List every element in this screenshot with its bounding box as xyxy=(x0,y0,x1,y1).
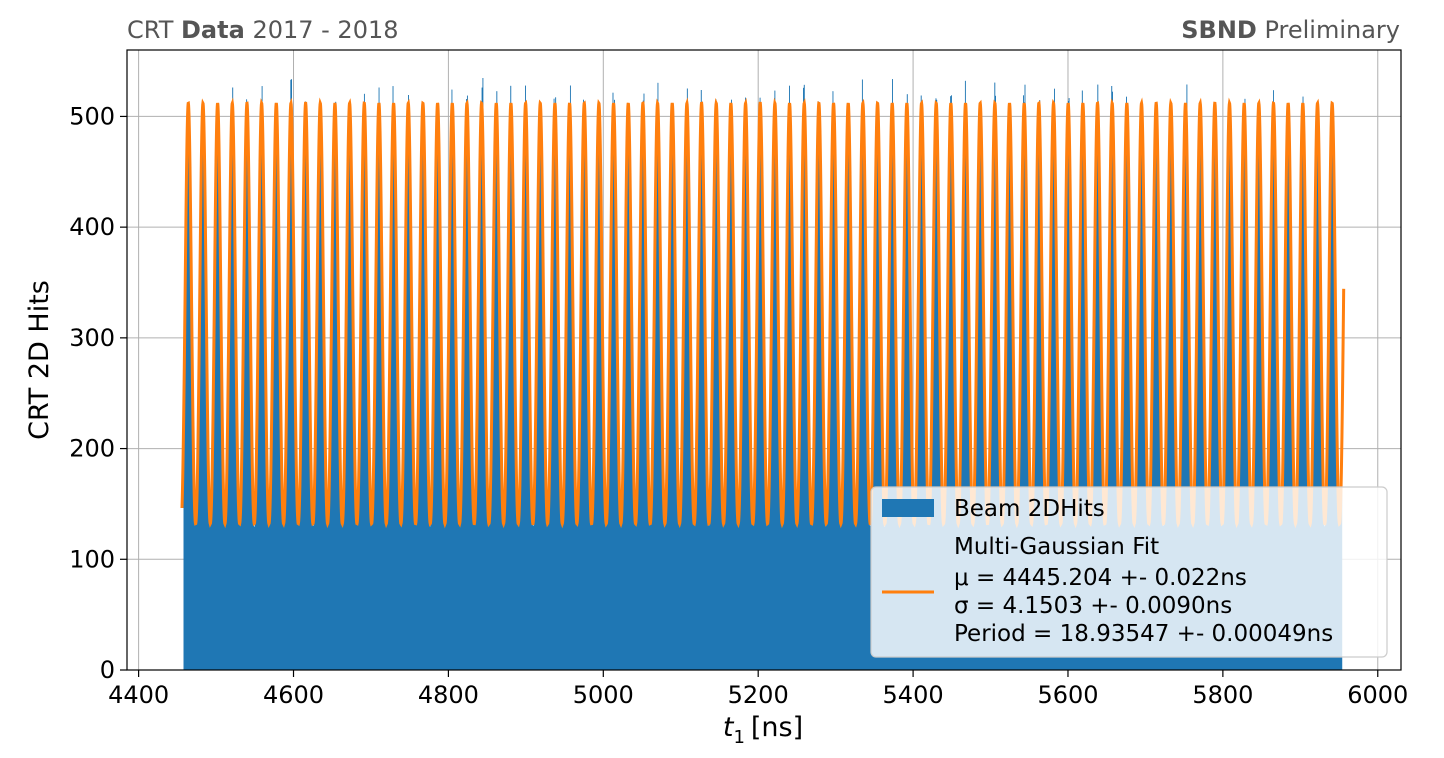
y-tick-label: 300 xyxy=(69,324,115,352)
y-ticks: 0 100 200 300 400 500 xyxy=(69,102,127,684)
x-tick-label: 5600 xyxy=(1037,681,1098,709)
y-tick-label: 200 xyxy=(69,435,115,463)
x-tick-label: 5400 xyxy=(883,681,944,709)
legend-fit-label: Multi-Gaussian Fit xyxy=(954,534,1159,560)
header-left-prefix: CRT xyxy=(127,16,174,44)
x-tick-label: 5000 xyxy=(573,681,634,709)
legend-hist-label: Beam 2DHits xyxy=(954,496,1105,522)
x-axis-label-sub: 1 xyxy=(733,727,744,748)
header-left-suffix: 2017 - 2018 xyxy=(252,16,399,44)
legend-hist-swatch xyxy=(882,499,934,517)
header-left-bold: Data xyxy=(181,16,245,44)
legend-box xyxy=(870,486,1388,658)
y-tick-label: 0 xyxy=(100,656,115,684)
x-ticks: 4400 4600 4800 5000 5200 5400 5600 5800 6000 xyxy=(108,670,1408,709)
x-tick-label: 4400 xyxy=(108,681,169,709)
x-tick-label: 6000 xyxy=(1347,681,1408,709)
legend-mu-label: μ = 4445.204 +- 0.022ns xyxy=(954,565,1247,591)
legend: Beam 2DHits Multi-Gaussian Fit μ = 4445.… xyxy=(870,486,1388,658)
x-tick-label: 5800 xyxy=(1192,681,1253,709)
x-axis-label-unit: [ns] xyxy=(751,712,803,743)
header-right-suffix: Preliminary xyxy=(1264,16,1400,44)
header-right: SBND Preliminary xyxy=(1181,16,1400,44)
header-left: CRT Data 2017 - 2018 xyxy=(127,16,399,44)
x-axis-label: t1 [ns] xyxy=(723,712,803,748)
header-right-bold: SBND xyxy=(1181,16,1257,44)
legend-sigma-label: σ = 4.1503 +- 0.0090ns xyxy=(954,593,1232,619)
y-tick-label: 100 xyxy=(69,545,115,573)
y-tick-label: 500 xyxy=(69,102,115,130)
x-tick-label: 4800 xyxy=(418,681,479,709)
legend-period-label: Period = 18.93547 +- 0.00049ns xyxy=(954,621,1333,647)
x-axis-label-main: t xyxy=(723,712,735,743)
x-tick-label: 4600 xyxy=(263,681,324,709)
y-tick-label: 400 xyxy=(69,213,115,241)
plot-frame xyxy=(126,49,1402,671)
y-axis-label: CRT 2D Hits xyxy=(24,280,55,440)
x-tick-label: 5200 xyxy=(728,681,789,709)
